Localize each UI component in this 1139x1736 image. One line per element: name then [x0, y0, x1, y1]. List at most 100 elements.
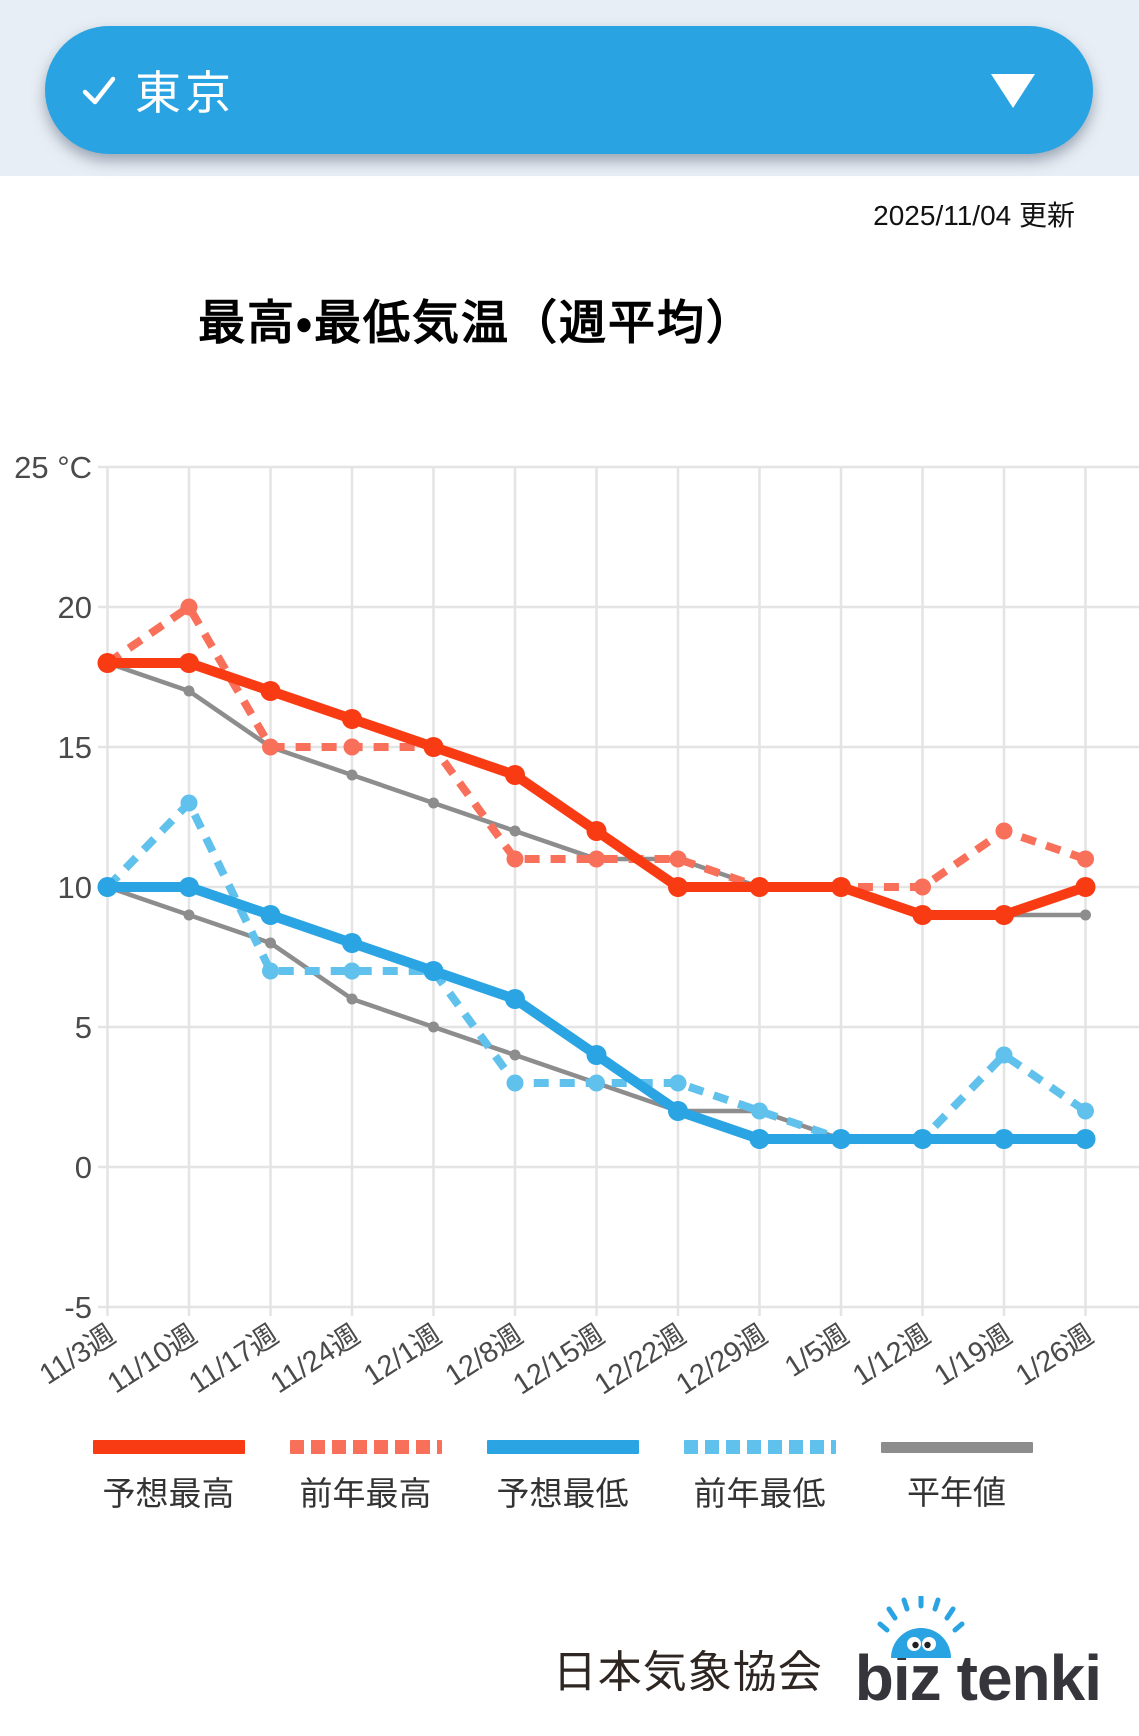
x-tick-label: 1/12週	[847, 1319, 936, 1392]
last-updated: 2025/11/04 更新	[873, 200, 1075, 231]
grid: 25 °C20151050-511/3週11/10週11/17週11/24週12…	[14, 450, 1139, 1401]
point-normal-max	[428, 797, 439, 809]
point-prev-year-min	[180, 794, 198, 812]
point-prev-year-min	[1077, 1102, 1094, 1120]
x-tick-label: 1/19週	[929, 1319, 1018, 1392]
x-tick-label: 11/17週	[184, 1319, 285, 1400]
region-header: 東京	[0, 0, 1139, 176]
x-tick-label: 12/15週	[508, 1319, 611, 1401]
point-forecast-max	[912, 905, 933, 925]
point-forecast-min	[1075, 1129, 1096, 1149]
legend-swatch	[92, 1440, 245, 1454]
point-forecast-min	[749, 1129, 770, 1149]
point-normal-min	[509, 1049, 521, 1061]
legend-swatch	[880, 1442, 1033, 1453]
legend-item: 予想最高	[92, 1440, 245, 1515]
point-normal-max	[346, 769, 358, 781]
point-prev-year-min	[343, 962, 361, 980]
point-forecast-min	[505, 989, 525, 1009]
legend-item: 前年最低	[683, 1440, 836, 1515]
point-forecast-max	[668, 877, 688, 897]
point-normal-max	[1080, 909, 1091, 921]
organization-name: 日本気象協会	[552, 1648, 823, 1697]
point-prev-year-max	[669, 850, 687, 868]
y-tick-label: 5	[75, 1010, 92, 1045]
point-forecast-max	[97, 653, 118, 673]
biz-tenki-logo: biz tenki	[855, 1594, 1102, 1714]
logo-tenki: tenki	[956, 1642, 1102, 1714]
point-prev-year-min	[751, 1102, 768, 1120]
legend-label: 予想最低	[496, 1475, 629, 1512]
y-tick-label: 0	[75, 1150, 92, 1185]
point-prev-year-max	[506, 850, 524, 868]
point-prev-year-max	[588, 850, 605, 868]
point-prev-year-max	[180, 598, 198, 616]
point-forecast-min	[912, 1129, 933, 1149]
point-prev-year-max	[262, 738, 279, 756]
point-forecast-max	[179, 653, 199, 673]
point-normal-max	[183, 685, 195, 697]
x-tick-label: 1/5週	[779, 1319, 855, 1384]
point-normal-min	[183, 909, 195, 921]
point-forecast-max	[423, 737, 444, 757]
chart-title: 最高・最低気温（週平均）	[198, 296, 755, 349]
x-tick-label: 12/29週	[671, 1319, 774, 1401]
y-tick-label: 10	[58, 870, 92, 905]
point-prev-year-max	[1077, 850, 1094, 868]
legend-label: 前年最高	[299, 1475, 432, 1512]
point-prev-year-min	[588, 1074, 605, 1092]
point-forecast-min	[994, 1129, 1014, 1149]
legend-swatch	[683, 1440, 836, 1454]
legend-item: 予想最低	[486, 1440, 639, 1515]
point-forecast-min	[668, 1101, 688, 1121]
point-forecast-max	[1075, 877, 1096, 897]
y-tick-label: 20	[58, 590, 92, 625]
point-normal-min	[346, 993, 358, 1005]
point-forecast-min	[97, 877, 118, 897]
sun-icon	[873, 1594, 969, 1667]
check-icon	[81, 72, 117, 108]
point-normal-max	[509, 825, 521, 837]
chart-legend: 予想最高 前年最高 予想最低 前年最低 平年値	[0, 1440, 1139, 1515]
y-tick-label: 25 °C	[14, 450, 92, 485]
point-forecast-min	[831, 1129, 851, 1149]
point-prev-year-max	[995, 822, 1013, 840]
point-prev-year-max	[343, 738, 361, 756]
point-prev-year-min	[506, 1074, 524, 1092]
x-tick-label: 1/26週	[1010, 1319, 1099, 1392]
x-tick-label: 12/1週	[358, 1319, 447, 1392]
point-forecast-max	[342, 709, 362, 729]
point-prev-year-min	[995, 1046, 1013, 1064]
point-prev-year-min	[262, 962, 279, 980]
chevron-down-icon	[991, 74, 1035, 108]
legend-label: 予想最高	[102, 1475, 235, 1512]
point-forecast-max	[749, 877, 770, 897]
footer: 日本気象協会	[552, 1594, 1102, 1714]
region-label: 東京	[135, 67, 235, 119]
x-tick-label: 11/24週	[265, 1319, 366, 1400]
legend-item: 平年値	[880, 1440, 1033, 1514]
series-forecast-min	[97, 877, 1096, 1149]
point-normal-min	[428, 1021, 439, 1033]
point-forecast-max	[260, 681, 281, 701]
point-forecast-max	[586, 821, 607, 841]
legend-swatch	[486, 1440, 639, 1454]
region-selector-dropdown[interactable]: 東京	[45, 26, 1093, 154]
point-forecast-min	[423, 961, 444, 981]
series-forecast-max	[97, 653, 1096, 925]
point-forecast-min	[179, 877, 199, 897]
point-prev-year-min	[669, 1074, 687, 1092]
point-forecast-max	[831, 877, 851, 897]
legend-item: 前年最高	[289, 1440, 442, 1515]
legend-label: 平年値	[907, 1474, 1006, 1511]
legend-label: 前年最低	[693, 1475, 826, 1512]
point-forecast-max	[505, 765, 525, 785]
point-forecast-max	[994, 905, 1014, 925]
point-prev-year-max	[914, 878, 931, 896]
y-tick-label: -5	[64, 1290, 92, 1325]
x-tick-label: 12/22週	[589, 1319, 692, 1401]
point-forecast-min	[260, 905, 281, 925]
x-tick-label: 11/10週	[102, 1319, 203, 1400]
